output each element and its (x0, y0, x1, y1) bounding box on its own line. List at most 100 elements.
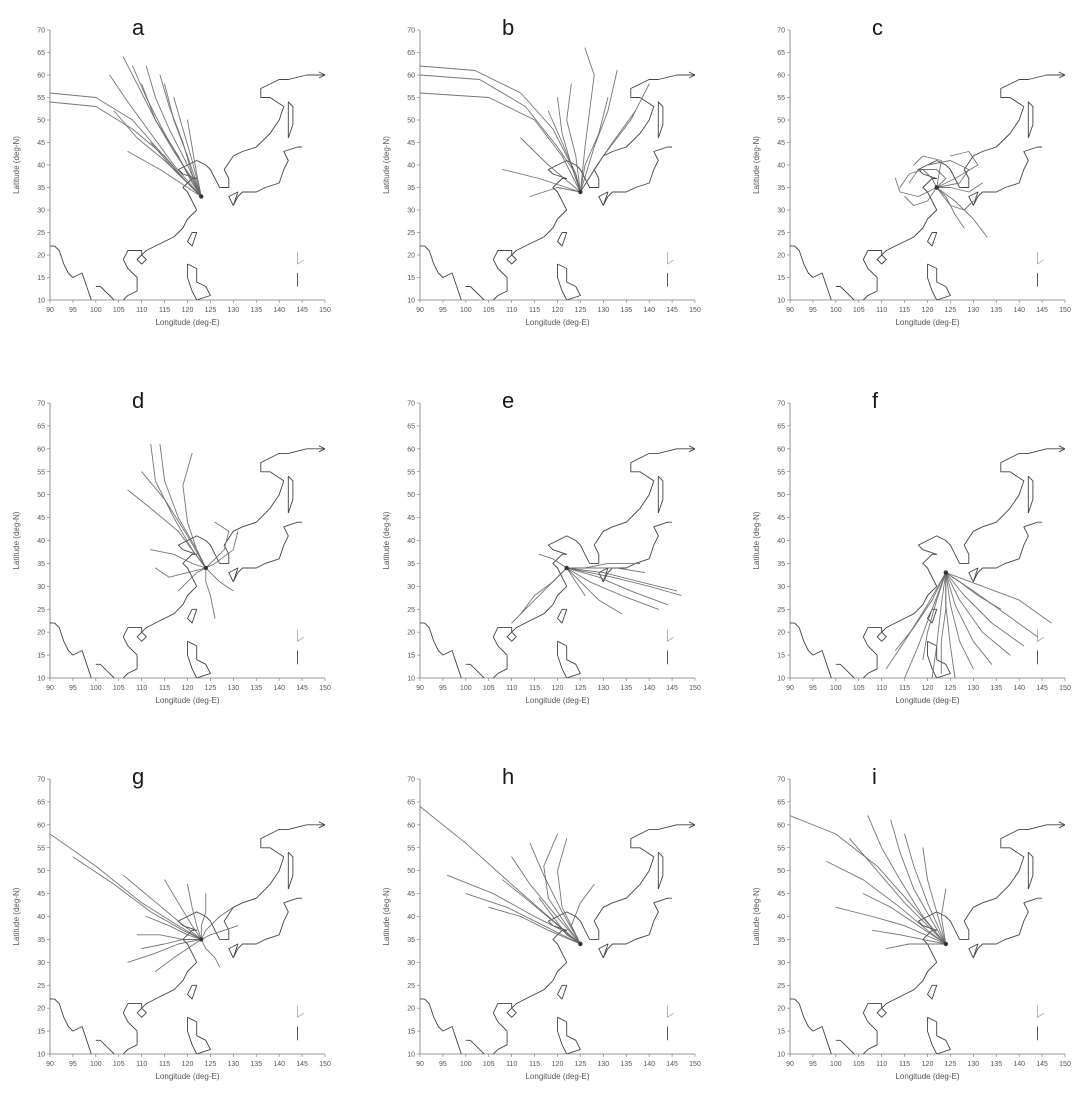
coastline (187, 984, 198, 1000)
y-tick-label: 40 (407, 163, 415, 170)
coastline (598, 943, 609, 958)
y-tick-label: 40 (37, 538, 45, 545)
x-tick-label: 115 (159, 307, 170, 314)
trajectory-line (913, 155, 942, 188)
coastline (506, 631, 517, 642)
scale-mark (667, 1005, 674, 1018)
trajectory-line (109, 74, 202, 197)
coastline (557, 984, 568, 1000)
trajectory-line (145, 916, 202, 940)
scale-mark (1037, 629, 1044, 642)
coastline (232, 146, 303, 206)
trajectory-line (154, 567, 207, 578)
x-tick-label: 145 (666, 1061, 678, 1068)
trajectory-line (50, 92, 202, 197)
y-tick-label: 55 (37, 469, 45, 476)
x-tick-label: 90 (46, 685, 54, 692)
y-axis-label: Latitude (deg-N) (752, 511, 761, 569)
trajectory-line (529, 842, 581, 945)
x-tick-label: 100 (830, 307, 842, 314)
y-tick-label: 65 (407, 423, 415, 430)
x-tick-label: 125 (575, 685, 587, 692)
panel-i: 90 95 100 105 110 115 120 125 130 135 140 145 150 70 6… (752, 764, 1071, 1081)
trajectory-line (940, 888, 947, 945)
x-tick-label: 150 (689, 685, 701, 692)
coastline (228, 943, 239, 958)
trajectory-line (465, 893, 581, 945)
x-tick-label: 140 (643, 685, 655, 692)
trajectory-line (182, 452, 207, 569)
coastline (232, 897, 303, 959)
receptor-point (943, 570, 949, 575)
y-tick-label: 20 (37, 630, 45, 637)
trajectory-line (899, 169, 938, 188)
scale-mark (1037, 252, 1044, 265)
x-tick-label: 90 (416, 307, 424, 314)
x-tick-label: 125 (945, 685, 957, 692)
trajectory-line (150, 142, 202, 197)
coast-arrow (1058, 71, 1065, 79)
x-tick-label: 100 (90, 307, 102, 314)
trajectory-line (164, 879, 202, 940)
y-tick-label: 20 (407, 630, 415, 637)
x-tick-label: 95 (809, 307, 817, 314)
trajectory-line (420, 806, 581, 945)
x-tick-label: 135 (620, 1061, 632, 1068)
trajectory-line (579, 97, 609, 193)
panel-label: g (132, 764, 144, 789)
x-axis-label: Longitude (deg-E) (155, 1072, 219, 1081)
x-tick-label: 95 (439, 685, 447, 692)
y-tick-label: 60 (777, 446, 785, 453)
coastline (657, 101, 664, 139)
y-tick-label: 30 (777, 208, 785, 215)
coastline (835, 663, 855, 678)
trajectory-line (922, 847, 947, 945)
coast-arrow (318, 821, 325, 829)
trajectory-line (936, 187, 965, 229)
trajectory-line (136, 934, 202, 940)
coastline (187, 608, 198, 624)
trajectory-line (566, 567, 682, 596)
y-tick-label: 45 (407, 515, 415, 522)
x-tick-label: 110 (876, 1061, 887, 1068)
map-area (790, 815, 1065, 1054)
y-tick-label: 70 (777, 28, 785, 35)
x-tick-label: 95 (69, 307, 77, 314)
x-tick-label: 135 (990, 307, 1002, 314)
x-tick-label: 140 (273, 685, 285, 692)
y-tick-label: 40 (407, 914, 415, 921)
x-tick-label: 115 (529, 1061, 540, 1068)
x-tick-label: 145 (1036, 1061, 1048, 1068)
coastline (862, 74, 1065, 300)
y-tick-label: 45 (777, 140, 785, 147)
x-tick-label: 100 (90, 685, 102, 692)
trajectory-line (835, 906, 947, 945)
trajectory-line (885, 572, 947, 670)
y-tick-label: 45 (407, 140, 415, 147)
y-tick-label: 35 (407, 937, 415, 944)
y-tick-label: 70 (777, 401, 785, 408)
x-tick-label: 145 (296, 685, 308, 692)
x-tick-label: 140 (273, 1061, 285, 1068)
x-tick-label: 115 (899, 685, 910, 692)
map-area (420, 47, 695, 300)
y-tick-label: 50 (777, 868, 785, 875)
trajectory-line (538, 897, 581, 945)
x-tick-label: 110 (506, 307, 517, 314)
panel-b: 90 95 100 105 110 115 120 125 130 135 140 145 150 70 6… (382, 15, 701, 327)
coastline (122, 448, 325, 678)
x-tick-label: 140 (1013, 307, 1025, 314)
x-tick-label: 135 (990, 685, 1002, 692)
coastline (1027, 475, 1034, 514)
y-tick-label: 50 (37, 492, 45, 499)
coastline (972, 521, 1043, 583)
x-tick-label: 130 (967, 1061, 979, 1068)
x-tick-label: 110 (136, 307, 147, 314)
x-tick-label: 110 (136, 685, 147, 692)
y-tick-label: 30 (777, 960, 785, 967)
y-axis-label: Latitude (deg-N) (12, 511, 21, 569)
x-tick-label: 135 (250, 307, 262, 314)
trajectory-line (538, 553, 568, 569)
trajectory-line (936, 151, 979, 188)
y-tick-label: 70 (407, 401, 415, 408)
